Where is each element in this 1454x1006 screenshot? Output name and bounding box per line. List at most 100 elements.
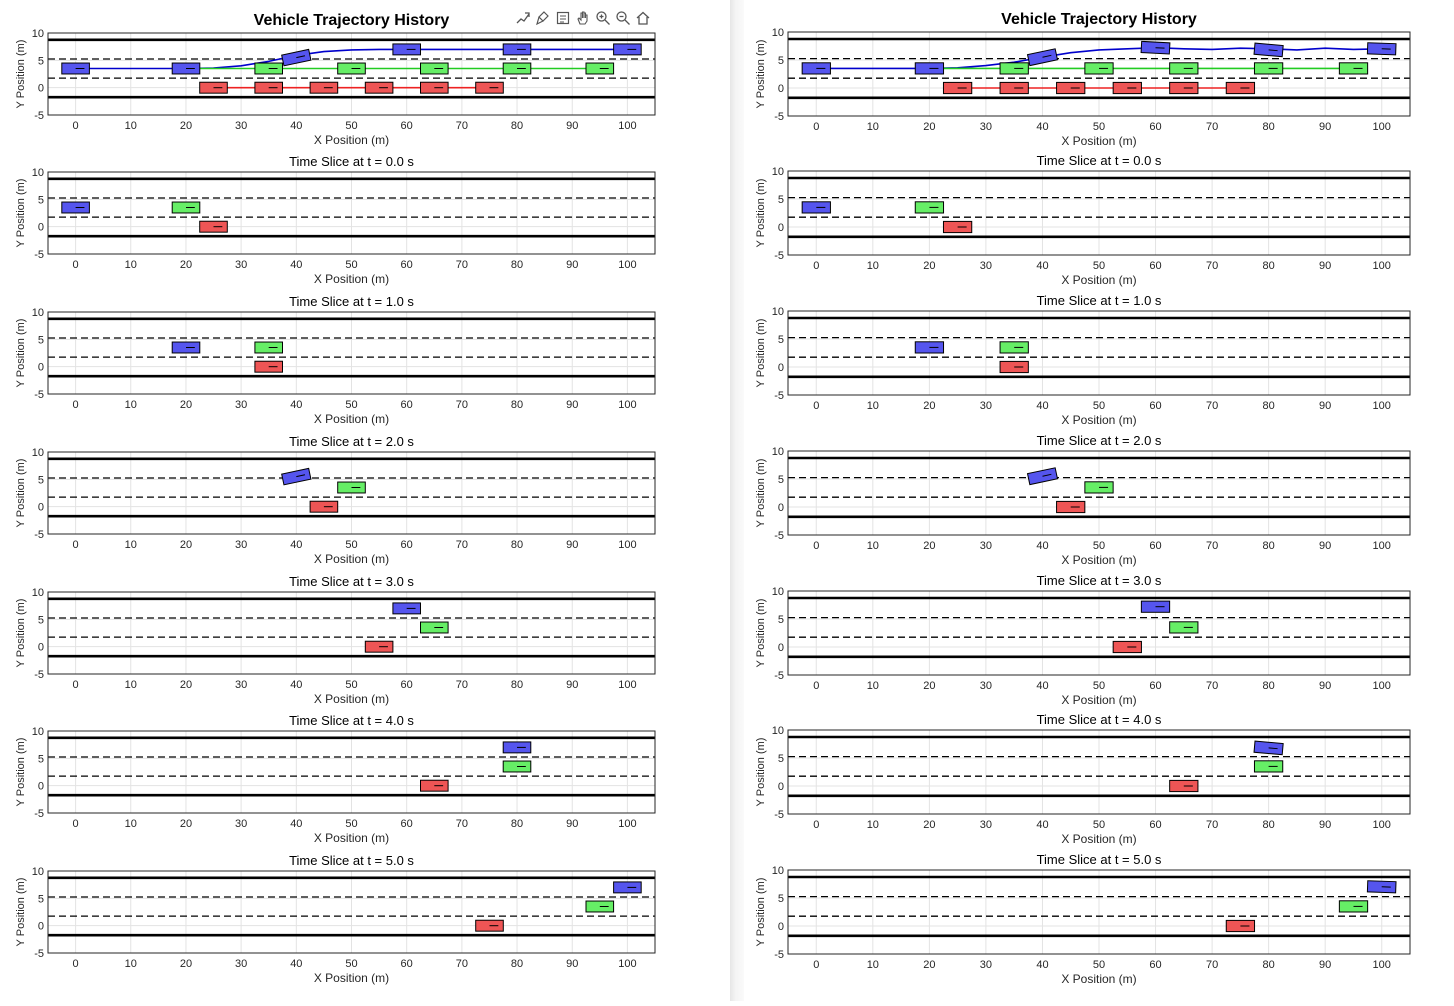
x-tick-label: 20 (923, 680, 935, 692)
data-tips-icon (555, 10, 571, 26)
y-axis-label: Y Position (m) (755, 40, 767, 109)
y-tick-label: 5 (38, 893, 44, 905)
pan-button[interactable] (574, 9, 592, 27)
vehicle-marker-2 (943, 82, 971, 93)
x-tick-label: 90 (1319, 819, 1331, 831)
x-tick-label: 100 (1373, 400, 1391, 412)
vehicle-marker-1 (421, 622, 449, 633)
x-tick-label: 0 (813, 260, 819, 272)
x-tick-label: 90 (566, 818, 578, 830)
x-tick-label: 80 (1263, 260, 1275, 272)
x-tick-label: 40 (290, 958, 302, 970)
x-tick-label: 0 (813, 819, 819, 831)
x-tick-label: 30 (980, 260, 992, 272)
x-tick-label: 60 (401, 679, 413, 691)
y-tick-label: -5 (774, 250, 784, 262)
vehicle-marker-2 (1057, 82, 1085, 93)
x-axis-label: X Position (m) (1061, 134, 1136, 148)
x-axis-label: X Position (m) (1061, 972, 1136, 986)
x-tick-label: 50 (1093, 680, 1105, 692)
x-tick-label: 20 (180, 539, 192, 551)
x-tick-label: 70 (1206, 680, 1218, 692)
y-tick-label: -5 (774, 949, 784, 961)
export-button[interactable] (514, 9, 532, 27)
vehicle-marker-2 (200, 82, 228, 93)
x-tick-label: 10 (125, 120, 137, 132)
panel-divider (730, 0, 744, 1001)
vehicle-marker-0 (802, 63, 830, 74)
vehicle-body (943, 221, 971, 232)
zoom-in-icon (595, 10, 611, 26)
zoom-in-button[interactable] (594, 9, 612, 27)
vehicle-marker-1 (503, 761, 531, 772)
x-tick-label: 20 (923, 959, 935, 971)
y-tick-label: 5 (778, 334, 784, 346)
y-tick-label: 10 (772, 166, 784, 178)
x-tick-label: 100 (1373, 819, 1391, 831)
y-axis-label: Y Position (m) (15, 319, 27, 388)
x-tick-label: 0 (73, 539, 79, 551)
x-axis-label: X Position (m) (1061, 693, 1136, 707)
x-tick-label: 90 (566, 259, 578, 271)
vehicle-marker-2 (365, 82, 393, 93)
brush-button[interactable] (534, 9, 552, 27)
y-tick-label: 0 (38, 502, 44, 514)
y-axis-label: Y Position (m) (755, 179, 767, 248)
vehicle-marker-1 (1085, 482, 1113, 493)
y-tick-label: 5 (38, 753, 44, 765)
y-tick-label: 10 (772, 586, 784, 598)
x-tick-label: 40 (1036, 680, 1048, 692)
chart-title: Time Slice at t = 0.0 s (289, 154, 414, 169)
x-tick-label: 80 (1263, 680, 1275, 692)
x-tick-label: 70 (456, 818, 468, 830)
y-tick-label: 10 (32, 447, 44, 459)
x-tick-label: 10 (867, 959, 879, 971)
x-tick-label: 80 (511, 679, 523, 691)
y-tick-label: 0 (778, 781, 784, 793)
y-tick-label: -5 (774, 111, 784, 123)
x-tick-label: 40 (1036, 121, 1048, 133)
data-tips-button[interactable] (554, 9, 572, 27)
home-button[interactable] (634, 9, 652, 27)
x-tick-label: 70 (456, 399, 468, 411)
x-tick-label: 20 (180, 259, 192, 271)
vehicle-marker-0 (503, 44, 531, 55)
x-tick-label: 40 (290, 818, 302, 830)
y-tick-label: 0 (778, 362, 784, 374)
x-tick-label: 30 (980, 400, 992, 412)
x-tick-label: 20 (923, 121, 935, 133)
x-tick-label: 0 (813, 540, 819, 552)
vehicle-marker-1 (1085, 63, 1113, 74)
x-tick-label: 100 (1373, 260, 1391, 272)
y-tick-label: 5 (778, 194, 784, 206)
x-tick-label: 10 (125, 259, 137, 271)
x-tick-label: 90 (566, 679, 578, 691)
vehicle-marker-2 (1226, 920, 1254, 931)
x-tick-label: 30 (980, 680, 992, 692)
home-icon (635, 10, 651, 26)
x-axis-label: X Position (m) (1061, 553, 1136, 567)
x-tick-label: 30 (980, 959, 992, 971)
vehicle-body (1113, 641, 1141, 652)
vehicle-marker-1 (1000, 342, 1028, 353)
vehicle-marker-2 (1000, 82, 1028, 93)
x-tick-label: 100 (618, 539, 636, 551)
x-tick-label: 30 (980, 540, 992, 552)
vehicle-marker-1 (338, 482, 366, 493)
x-tick-label: 70 (456, 679, 468, 691)
chart-title: Vehicle Trajectory History (254, 12, 450, 29)
x-tick-label: 100 (618, 818, 636, 830)
y-axis-label: Y Position (m) (755, 878, 767, 947)
x-tick-label: 40 (1036, 540, 1048, 552)
x-tick-label: 0 (73, 958, 79, 970)
zoom-out-button[interactable] (614, 9, 632, 27)
x-tick-label: 70 (1206, 959, 1218, 971)
chart-title: Time Slice at t = 5.0 s (289, 853, 414, 868)
x-tick-label: 40 (290, 399, 302, 411)
x-axis-label: X Position (m) (314, 412, 389, 426)
x-tick-label: 90 (1319, 400, 1331, 412)
vehicle-marker-2 (255, 82, 283, 93)
